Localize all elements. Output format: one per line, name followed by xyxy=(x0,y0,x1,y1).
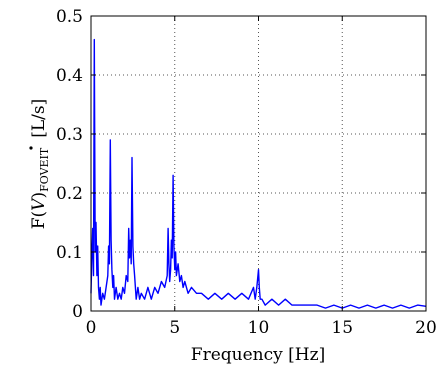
x-axis-label: Frequency [Hz] xyxy=(191,345,325,365)
y-tick-label: 0 xyxy=(72,302,83,322)
y-axis-label: F(V)FOVEIT [L/s] xyxy=(29,99,51,230)
y-label-prefix: F( xyxy=(29,211,49,229)
y-tick-label: 0.2 xyxy=(56,184,83,204)
x-tick-label: 0 xyxy=(86,318,97,338)
x-tick-label: 5 xyxy=(169,318,180,338)
y-tick-label: 0.1 xyxy=(56,243,83,263)
y-label-dot-accent xyxy=(29,146,33,150)
svg-text:F(V)FOVEIT[L/s]: F(V)FOVEIT [L/s] xyxy=(29,99,51,230)
y-tick-labels: 0 0.1 0.2 0.3 0.4 0.5 xyxy=(56,7,83,322)
x-tick-label: 20 xyxy=(415,318,437,338)
x-tick-labels: 0 5 10 15 20 xyxy=(86,318,437,338)
x-tick-label: 10 xyxy=(248,318,270,338)
x-tick-label: 15 xyxy=(331,318,353,338)
y-label-subscript: FOVEIT xyxy=(38,147,51,192)
spectrum-series-line xyxy=(90,38,427,309)
y-label-symbol: V xyxy=(29,197,49,211)
y-label-suffix: ) xyxy=(29,192,49,199)
y-tick-label: 0.5 xyxy=(56,7,83,27)
grid-lines xyxy=(91,16,426,311)
axis-ticks xyxy=(90,15,427,312)
y-tick-label: 0.4 xyxy=(56,66,83,86)
y-label-unit: [L/s] xyxy=(29,99,49,138)
y-tick-label: 0.3 xyxy=(56,125,83,145)
